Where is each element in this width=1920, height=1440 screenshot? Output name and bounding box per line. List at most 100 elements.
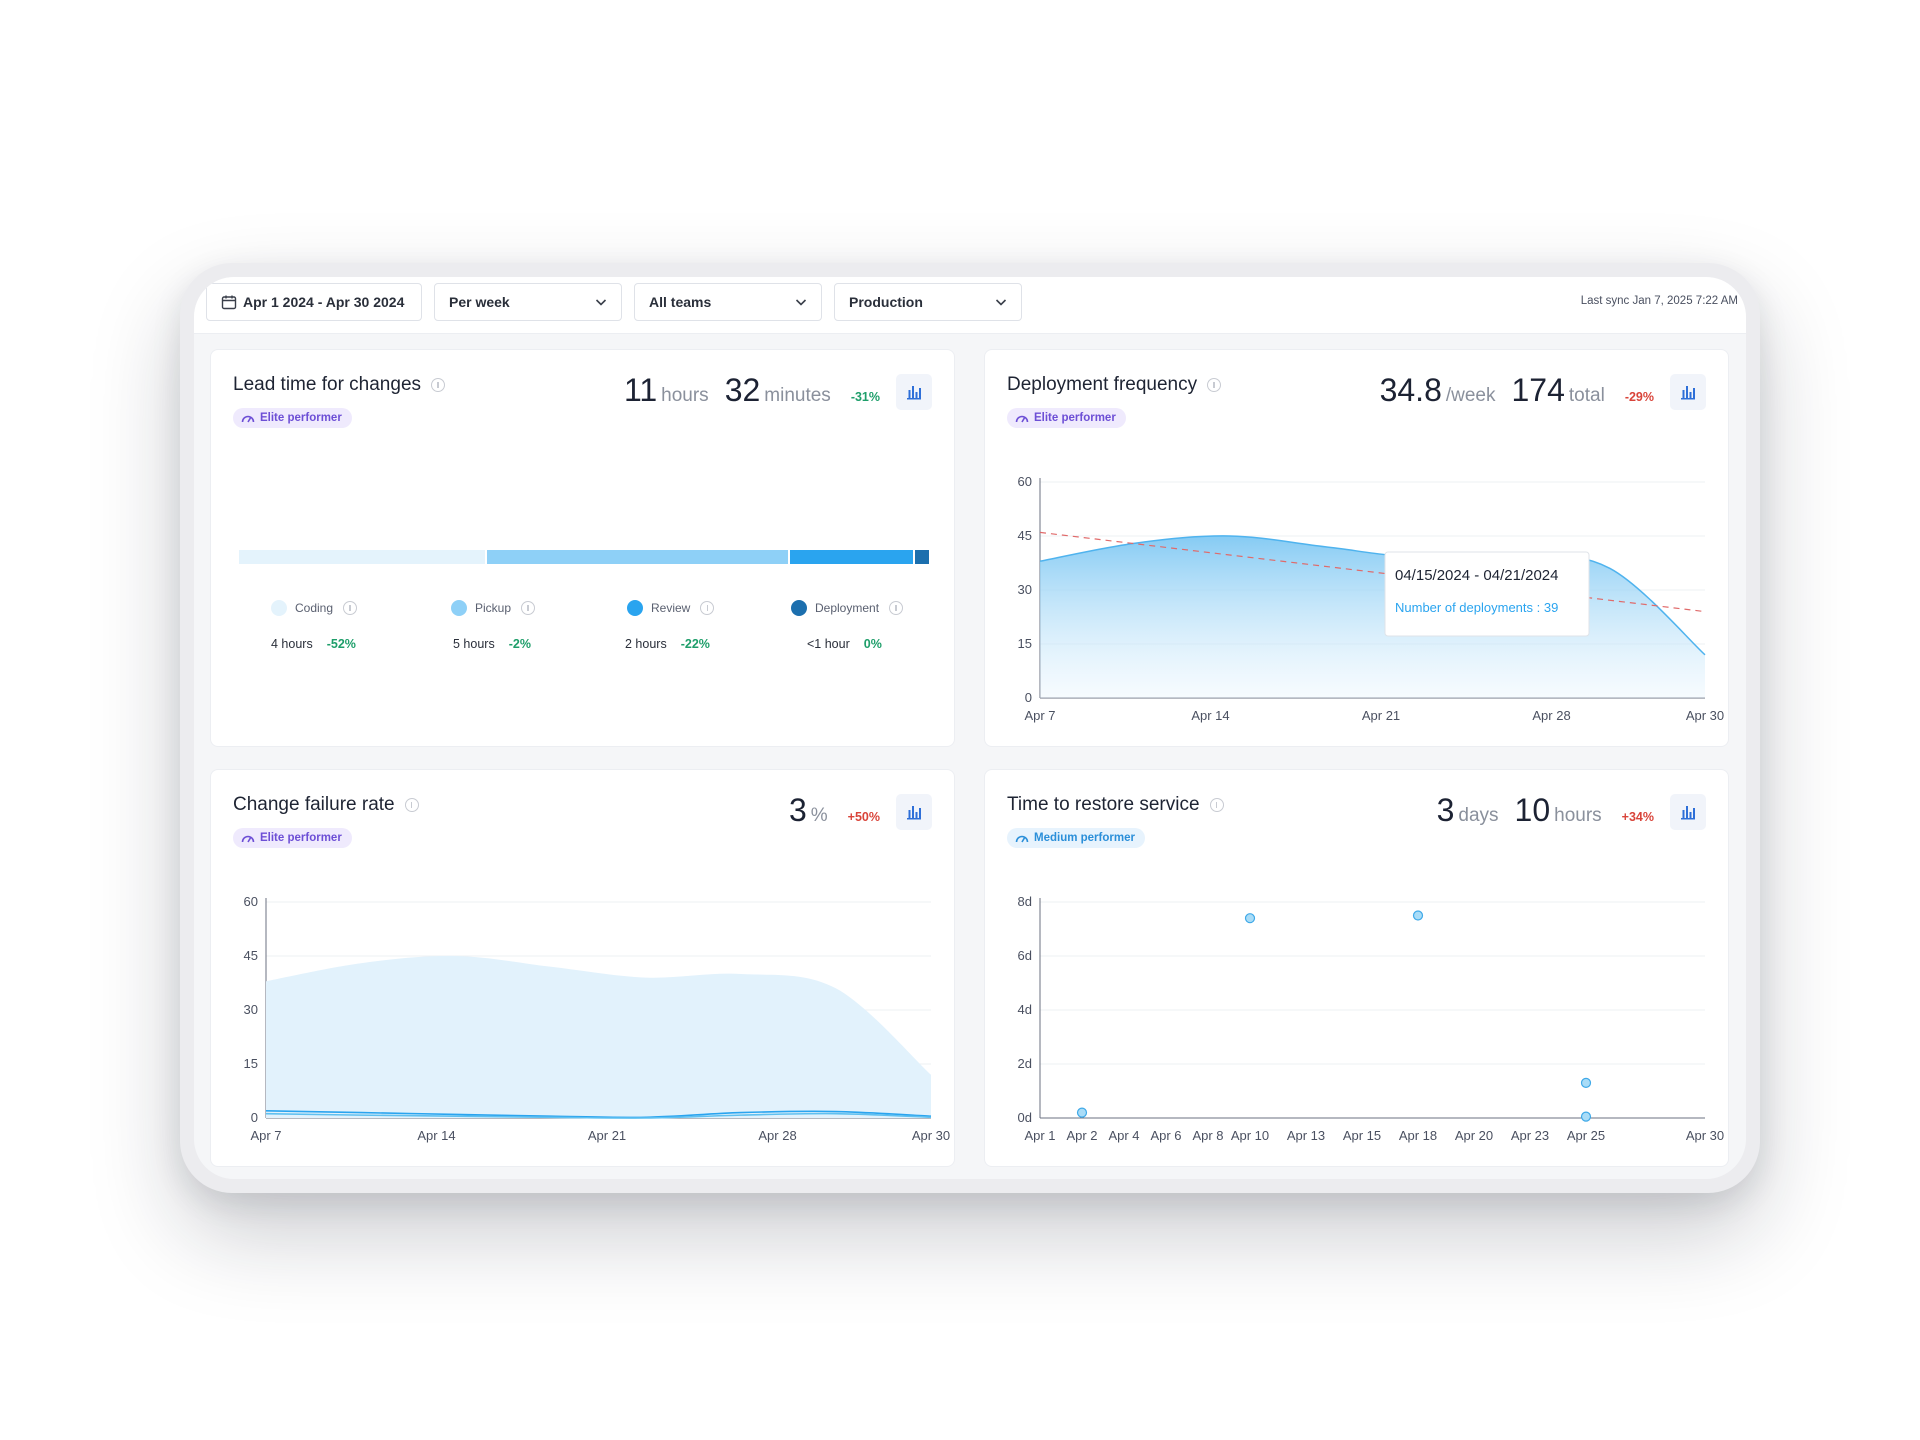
restore-data-point	[1580, 1077, 1592, 1088]
filter-toolbar: Apr 1 2024 - Apr 30 2024 Per week All te…	[194, 277, 1746, 334]
time-to-restore-card: Time to restore service Medium performer…	[984, 769, 1729, 1167]
stage-segment-pickup[interactable]	[487, 550, 789, 564]
chart-toggle-button[interactable]	[1670, 374, 1706, 410]
bar-chart-icon	[907, 386, 921, 400]
lead-time-metric: 11 hours 32 minutes -31%	[624, 372, 880, 409]
stage-segment-coding[interactable]	[239, 550, 486, 564]
y-tick-label: 0d	[1018, 1110, 1032, 1125]
date-range-picker[interactable]: Apr 1 2024 - Apr 30 2024	[206, 283, 422, 321]
restore-data-point	[1076, 1107, 1088, 1118]
stage-color-dot	[791, 600, 807, 616]
x-tick-label: Apr 28	[758, 1128, 796, 1143]
time-to-restore-chart[interactable]: 0d 2d 4d 6d 8d Apr 1 Apr 2 Apr 4 Apr 6 Apr 8 Apr 1…	[985, 770, 1730, 1168]
lead-time-title: Lead time for changes	[233, 374, 422, 395]
failure-area	[266, 955, 931, 1118]
y-tick-label: 0	[251, 1110, 258, 1125]
metric-delta: -29%	[1624, 390, 1654, 404]
chart-toggle-button[interactable]	[896, 794, 932, 830]
bar-chart-icon	[1681, 386, 1695, 400]
deployment-frequency-chart[interactable]: 0 15 30 45 60 Apr 7 Apr 14 Apr 21 Apr 28 Apr 30 04…	[985, 350, 1730, 748]
stage-legend-coding[interactable]: Coding	[271, 600, 358, 616]
x-tick-label: Apr 30	[912, 1128, 950, 1143]
restore-title: Time to restore service	[1007, 794, 1200, 815]
card-title: Deployment frequency	[1007, 374, 1222, 396]
x-tick-label: Apr 14	[417, 1128, 455, 1143]
date-range-value: Apr 1 2024 - Apr 30 2024	[243, 294, 405, 310]
stage-value: 5 hours	[453, 637, 495, 651]
x-tick-label: Apr 18	[1399, 1128, 1437, 1143]
lead-time-stage-bar	[239, 550, 929, 564]
info-icon[interactable]	[1209, 798, 1224, 812]
x-tick-label: Apr 28	[1532, 708, 1570, 723]
trend-line	[1039, 531, 1706, 613]
info-icon[interactable]	[889, 601, 904, 615]
x-tick-label: Apr 4	[1108, 1128, 1139, 1143]
stage-segment-review[interactable]	[790, 550, 914, 564]
stage-legend-pickup[interactable]: Pickup	[451, 600, 536, 616]
stage-delta: -52%	[326, 637, 356, 651]
info-icon[interactable]	[343, 601, 358, 615]
stage-value: 4 hours	[271, 637, 313, 651]
x-tick-label: Apr 15	[1343, 1128, 1381, 1143]
stage-legend-deployment[interactable]: Deployment	[791, 600, 904, 616]
metric-per-week: 34.8	[1379, 372, 1442, 408]
x-tick-label: Apr 6	[1150, 1128, 1181, 1143]
x-tick-label: Apr 30	[1686, 1128, 1724, 1143]
change-failure-chart[interactable]: 0 15 30 45 60 Apr 7 Apr 14 Apr 21 Apr 28 Apr 30	[211, 770, 956, 1168]
stage-value: <1 hour	[807, 637, 850, 651]
y-tick-label: 60	[1018, 474, 1032, 489]
y-tick-label: 2d	[1018, 1056, 1032, 1071]
y-tick-label: 4d	[1018, 1002, 1032, 1017]
bar-chart-icon	[907, 806, 921, 820]
restore-data-point	[1580, 1111, 1592, 1122]
stage-value-deployment: <1 hour 0%	[807, 637, 882, 651]
info-icon[interactable]	[700, 601, 715, 615]
failure-title: Change failure rate	[233, 794, 395, 815]
y-tick-label: 60	[244, 894, 258, 909]
metric-hours: 11	[623, 372, 658, 408]
environment-select[interactable]: Production	[834, 283, 1022, 321]
stage-segment-deployment[interactable]	[915, 550, 929, 564]
teams-select[interactable]: All teams	[634, 283, 822, 321]
gauge-icon	[1015, 415, 1029, 423]
x-tick-label: Apr 10	[1231, 1128, 1269, 1143]
metric-hours-unit: hours	[1554, 805, 1602, 826]
card-title: Lead time for changes	[233, 374, 446, 396]
gauge-icon	[241, 415, 255, 423]
performer-badge: Elite performer	[233, 828, 352, 848]
info-icon[interactable]	[521, 601, 536, 615]
metric-delta: +34%	[1621, 810, 1654, 824]
tooltip-box	[1384, 551, 1590, 637]
info-icon[interactable]	[431, 378, 446, 392]
stage-color-dot	[451, 600, 467, 616]
y-tick-label: 45	[244, 948, 258, 963]
dashboard-screen: Apr 1 2024 - Apr 30 2024 Per week All te…	[194, 277, 1746, 1179]
badge-label: Elite performer	[260, 412, 342, 424]
x-tick-label: Apr 30	[1686, 708, 1724, 723]
performer-badge: Elite performer	[1007, 408, 1126, 428]
x-tick-label: Apr 23	[1511, 1128, 1549, 1143]
teams-value: All teams	[649, 294, 712, 310]
chart-toggle-button[interactable]	[896, 374, 932, 410]
metric-days: 3	[1436, 792, 1455, 828]
restore-metric: 3 days 10 hours +34%	[1437, 792, 1654, 829]
stage-label: Deployment	[815, 601, 880, 615]
interval-select[interactable]: Per week	[434, 283, 622, 321]
stage-legend-review[interactable]: Review	[627, 600, 715, 616]
metric-total-unit: total	[1568, 385, 1605, 406]
bar-chart-icon	[1681, 806, 1695, 820]
environment-value: Production	[849, 294, 923, 310]
info-icon[interactable]	[1207, 378, 1222, 392]
x-tick-label: Apr 21	[1362, 708, 1400, 723]
x-tick-label: Apr 13	[1287, 1128, 1325, 1143]
chart-toggle-button[interactable]	[1670, 794, 1706, 830]
metric-unit: %	[810, 805, 828, 826]
stage-color-dot	[271, 600, 287, 616]
interval-value: Per week	[449, 294, 510, 310]
info-icon[interactable]	[404, 798, 419, 812]
stage-delta: 0%	[863, 637, 882, 651]
metric-minutes-unit: minutes	[764, 385, 831, 406]
deployment-metric: 34.8 /week 174 total -29%	[1380, 372, 1654, 409]
stage-label: Review	[651, 601, 691, 615]
restore-data-point	[1244, 913, 1256, 924]
